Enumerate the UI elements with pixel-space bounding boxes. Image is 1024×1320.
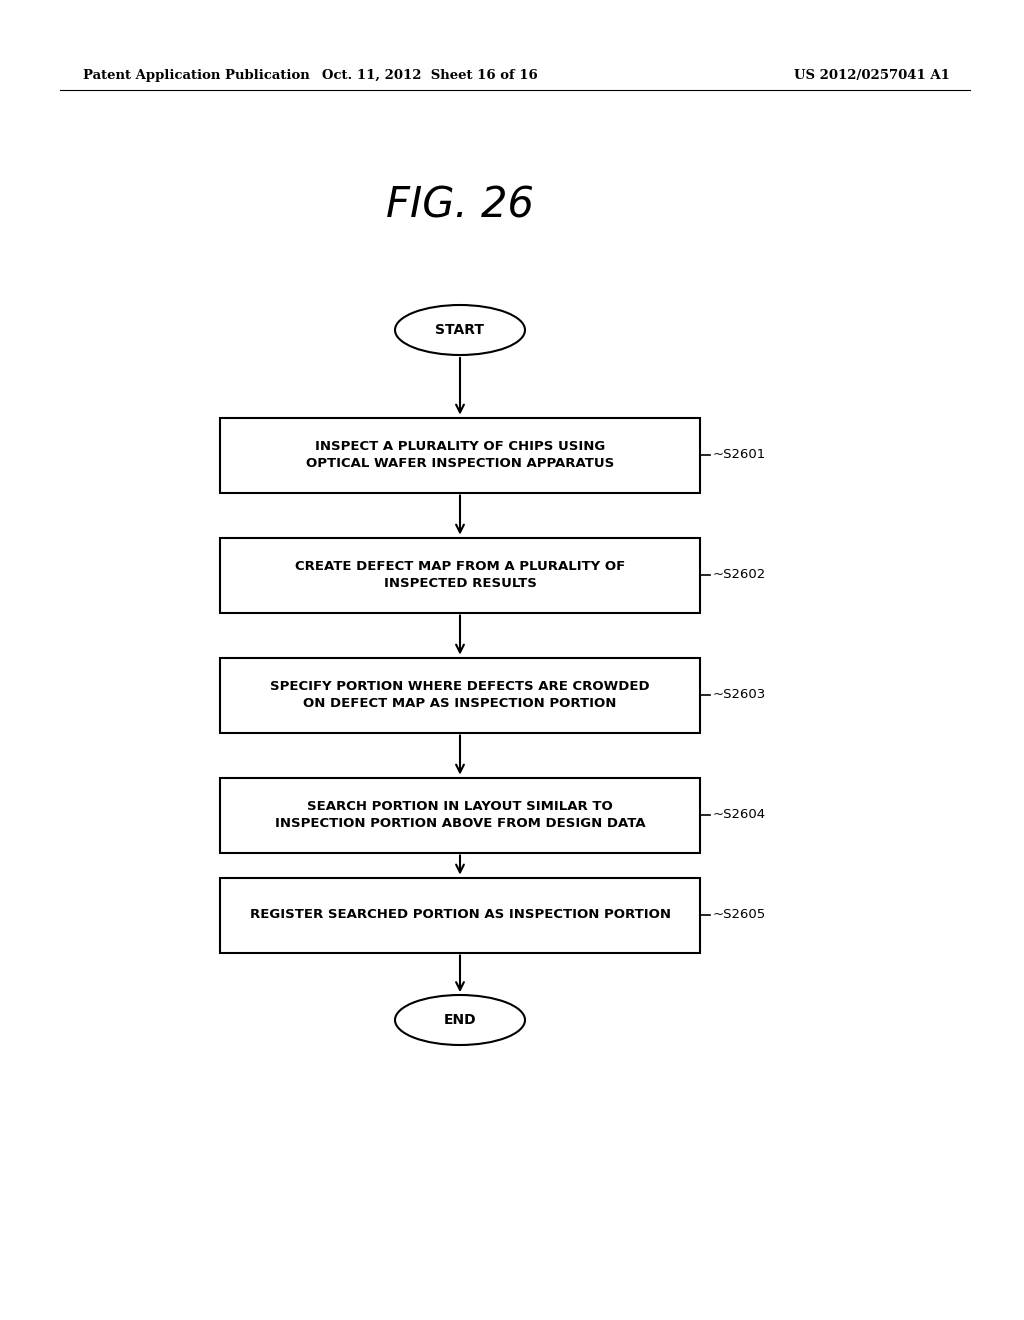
Text: INSPECT A PLURALITY OF CHIPS USING
OPTICAL WAFER INSPECTION APPARATUS: INSPECT A PLURALITY OF CHIPS USING OPTIC… [306,440,614,470]
Ellipse shape [395,995,525,1045]
Text: ~S2601: ~S2601 [713,449,766,462]
Text: SPECIFY PORTION WHERE DEFECTS ARE CROWDED
ON DEFECT MAP AS INSPECTION PORTION: SPECIFY PORTION WHERE DEFECTS ARE CROWDE… [270,680,650,710]
Text: ~S2605: ~S2605 [713,908,766,921]
FancyBboxPatch shape [220,657,700,733]
Text: Patent Application Publication: Patent Application Publication [83,69,309,82]
Text: START: START [435,323,484,337]
Text: ~S2603: ~S2603 [713,689,766,701]
Text: Oct. 11, 2012  Sheet 16 of 16: Oct. 11, 2012 Sheet 16 of 16 [323,69,538,82]
Text: ~S2604: ~S2604 [713,808,766,821]
Text: CREATE DEFECT MAP FROM A PLURALITY OF
INSPECTED RESULTS: CREATE DEFECT MAP FROM A PLURALITY OF IN… [295,560,625,590]
FancyBboxPatch shape [220,417,700,492]
Text: ~S2602: ~S2602 [713,569,766,582]
Text: END: END [443,1012,476,1027]
Text: SEARCH PORTION IN LAYOUT SIMILAR TO
INSPECTION PORTION ABOVE FROM DESIGN DATA: SEARCH PORTION IN LAYOUT SIMILAR TO INSP… [274,800,645,830]
Text: FIG. 26: FIG. 26 [386,183,534,226]
Text: REGISTER SEARCHED PORTION AS INSPECTION PORTION: REGISTER SEARCHED PORTION AS INSPECTION … [250,908,671,921]
FancyBboxPatch shape [220,777,700,853]
Ellipse shape [395,305,525,355]
FancyBboxPatch shape [220,878,700,953]
Text: US 2012/0257041 A1: US 2012/0257041 A1 [795,69,950,82]
FancyBboxPatch shape [220,537,700,612]
